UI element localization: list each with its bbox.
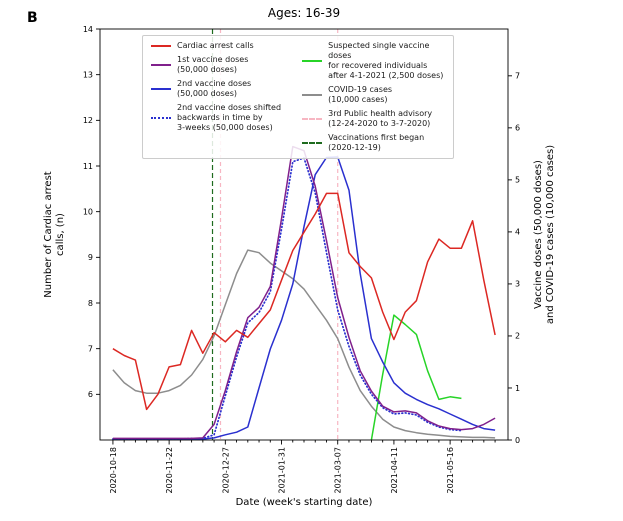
legend-label-public-health-advisory: 3rd Public health advisory (12-24-2020 t… [328,109,433,128]
x-tick-label: 2020-10-18 [109,447,118,494]
x-tick-label: 2021-05-16 [446,447,455,494]
x-tick-label: 2020-11-22 [165,447,174,494]
y-right-tick-label: 1 [515,384,520,393]
y-right-tick-label: 3 [515,280,520,289]
legend-swatch-cardiac-arrest-calls [151,45,171,47]
y-right-tick-label: 2 [515,332,520,341]
chart-title: Ages: 16-39 [268,6,340,20]
legend-entry-suspected-single-doses: Suspected single vaccine doses for recov… [302,41,447,81]
y-axis-left-ticks: 6 7 8 9 10 11 12 13 14 [83,25,100,399]
x-axis-ticks: 2020-10-18 2020-11-22 2020-12-27 2021-01-31… [109,440,496,494]
y-right-tick-label: 5 [515,176,520,185]
legend-swatch-covid19-cases [302,94,323,96]
y-left-tick-label: 14 [83,25,93,34]
legend-column-1: Cardiac arrest calls 1st vaccine doses (5… [151,41,290,153]
y-right-tick-label: 4 [515,228,520,237]
legend-swatch-suspected-single-doses [302,60,323,62]
y-left-tick-label: 7 [88,344,93,353]
legend-column-2: Suspected single vaccine doses for recov… [302,41,447,153]
legend-swatch-vaccinations-first-began [302,142,323,144]
x-axis-label: Date (week's starting date) [236,497,373,508]
series-line-covid19-cases [112,249,496,439]
y-left-tick-label: 9 [88,253,93,262]
y-left-tick-label: 13 [83,70,93,79]
legend-swatch-second-vaccine-doses-shifted [151,117,171,119]
legend-entry-public-health-advisory: 3rd Public health advisory (12-24-2020 t… [302,109,447,129]
y-right-tick-label: 7 [515,72,520,81]
y-left-tick-label: 12 [83,116,93,125]
panel-label: B [27,10,38,26]
y-left-tick-label: 8 [88,299,93,308]
legend-label-suspected-single-doses: Suspected single vaccine doses for recov… [328,41,444,80]
legend-label-second-vaccine-doses: 2nd vaccine doses (50,000 doses) [177,79,252,98]
legend-entry-cardiac-arrest-calls: Cardiac arrest calls [151,41,290,51]
legend-label-cardiac-arrest-calls: Cardiac arrest calls [177,41,254,50]
y-left-tick-label: 10 [83,207,93,216]
legend-label-second-vaccine-doses-shifted: 2nd vaccine doses shifted backwards in t… [177,103,282,132]
x-tick-label: 2021-01-31 [278,447,287,494]
x-tick-label: 2021-04-11 [390,447,399,494]
legend-entry-covid19-cases: COVID-19 cases (10,000 cases) [302,85,447,105]
legend-swatch-public-health-advisory [302,118,323,120]
y-axis-left-label: Number of Cardiac arrestcalls, (n) [43,171,66,297]
y-right-tick-label: 0 [515,436,520,445]
y-axis-right-label: Vaccine doses (50,000 doses)and COVID-19… [533,145,556,324]
legend-swatch-first-vaccine-doses [151,64,171,66]
legend-label-covid19-cases: COVID-19 cases (10,000 cases) [328,85,393,104]
y-left-tick-label: 11 [83,162,93,171]
legend-label-vaccinations-first-began: Vaccinations first began (2020-12-19) [328,133,425,152]
legend-entry-vaccinations-first-began: Vaccinations first began (2020-12-19) [302,133,447,153]
y-axis-right-ticks: 0 1 2 3 4 5 6 7 [508,72,520,445]
legend-entry-first-vaccine-doses: 1st vaccine doses (50,000 doses) [151,55,290,75]
x-tick-label: 2020-12-27 [221,447,230,494]
x-tick-label: 2021-03-07 [334,447,343,494]
legend-entry-second-vaccine-doses: 2nd vaccine doses (50,000 doses) [151,79,290,99]
y-right-tick-label: 6 [515,124,520,133]
series-line-suspected-single-doses [370,314,462,441]
legend-label-first-vaccine-doses: 1st vaccine doses (50,000 doses) [177,55,249,74]
legend: Cardiac arrest calls 1st vaccine doses (5… [142,35,454,159]
legend-entry-second-vaccine-doses-shifted: 2nd vaccine doses shifted backwards in t… [151,103,290,133]
series-line-second-vaccine-doses-shifted [112,157,463,440]
y-left-tick-label: 6 [88,390,93,399]
series-line-cardiac-arrest-calls [112,192,496,411]
legend-swatch-second-vaccine-doses [151,88,171,90]
